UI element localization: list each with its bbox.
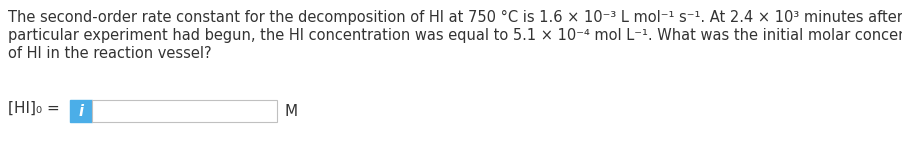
Text: of HI in the reaction vessel?: of HI in the reaction vessel? [8, 46, 212, 61]
Text: The second-order rate constant for the decomposition of HI at 750 °C is 1.6 × 10: The second-order rate constant for the d… [8, 10, 902, 25]
Text: [HI]₀ =: [HI]₀ = [8, 101, 60, 116]
Text: M: M [285, 104, 299, 119]
Text: particular experiment had begun, the HI concentration was equal to 5.1 × 10⁻⁴ mo: particular experiment had begun, the HI … [8, 28, 902, 43]
Bar [92, 100, 277, 122]
Bar [70, 100, 92, 122]
Text: i: i [78, 104, 84, 119]
